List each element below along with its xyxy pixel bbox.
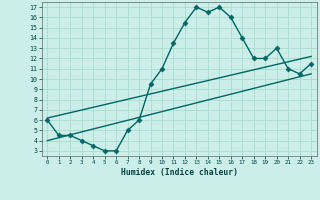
X-axis label: Humidex (Indice chaleur): Humidex (Indice chaleur) — [121, 168, 238, 177]
